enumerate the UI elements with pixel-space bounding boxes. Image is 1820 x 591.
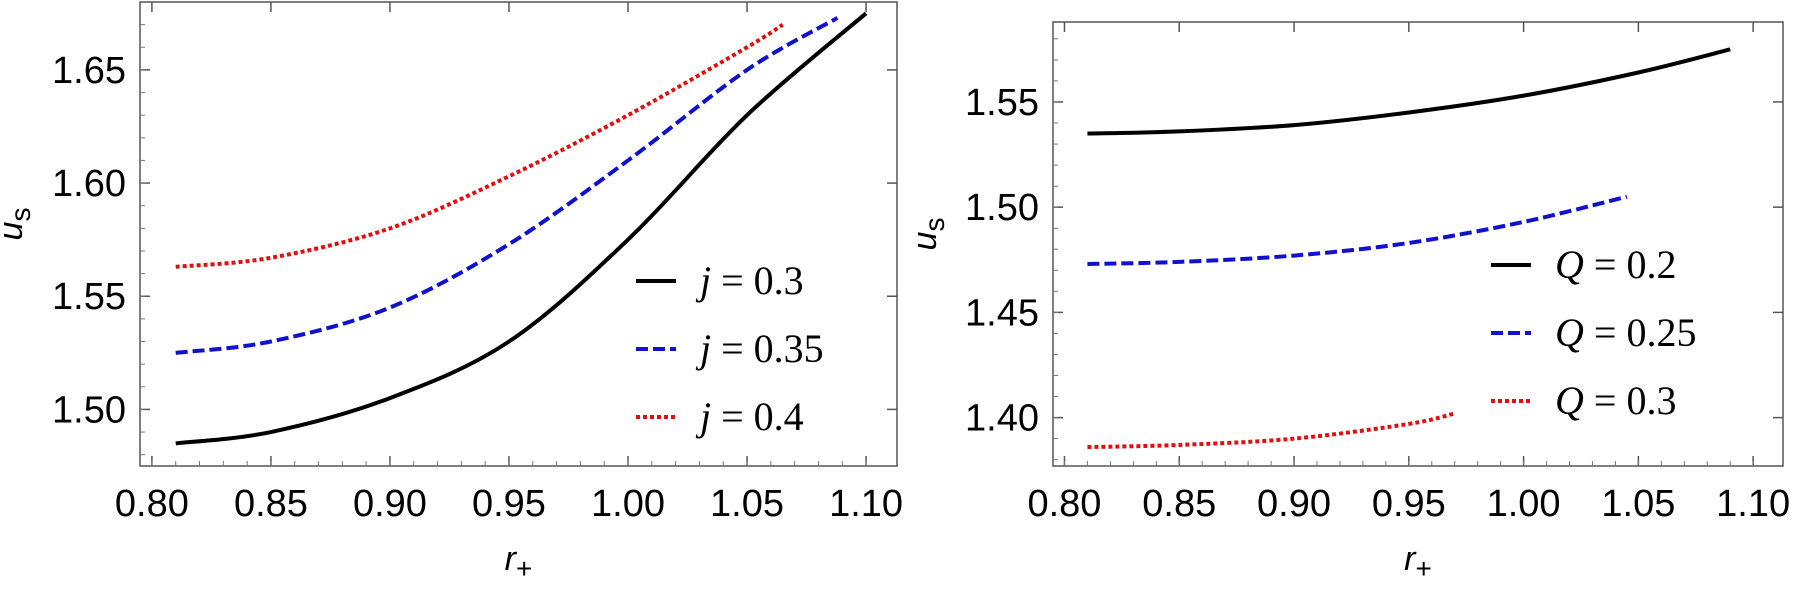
left-y-ticks: 1.50 1.55 1.60 1.65 (52, 24, 897, 456)
left-x-tick-label: 1.00 (591, 483, 665, 525)
left-x-tick-label: 1.10 (829, 483, 903, 525)
left-legend-var-1: j (695, 326, 711, 371)
right-y-tick-label: 1.45 (965, 292, 1039, 334)
right-x-tick-label: 0.90 (1257, 483, 1331, 525)
left-y-tick-label: 1.55 (52, 276, 126, 318)
right-x-tick-label: 0.95 (1372, 483, 1446, 525)
left-y-axis-label-sub: s (5, 208, 36, 222)
right-legend-var-2: Q (1555, 378, 1584, 423)
left-series-line-1 (175, 16, 839, 355)
left-legend-value-2: = 0.4 (711, 394, 804, 439)
right-chart: 0.80 0.85 0.90 0.95 1.00 1.05 1.10 1.40 1.45 1.5… (906, 21, 1790, 584)
left-y-axis-label: us (0, 208, 36, 241)
left-x-axis-label-main: r (505, 540, 518, 578)
right-x-tick-label: 1.10 (1716, 483, 1790, 525)
right-y-axis-label-sub: s (919, 218, 950, 232)
left-legend: j = 0.3j = 0.35j = 0.4 (636, 258, 824, 439)
left-x-ticks: 0.80 0.85 0.90 0.95 1.00 1.05 1.10 (115, 2, 903, 525)
right-series-group (1087, 47, 1731, 450)
right-x-axis-label-sub: + (1415, 553, 1431, 584)
right-x-tick-label: 1.05 (1601, 483, 1675, 525)
left-x-axis-label: r+ (505, 540, 533, 584)
right-x-tick-label: 1.00 (1487, 483, 1561, 525)
right-series-line-1 (1087, 194, 1628, 266)
right-x-axis-label: r+ (1404, 540, 1432, 584)
left-x-tick-label: 1.05 (710, 483, 784, 525)
left-series-line-0 (175, 11, 868, 446)
left-series-line-2 (175, 22, 784, 269)
right-x-tick-label: 0.85 (1142, 483, 1216, 525)
right-plot-frame (1052, 21, 1784, 467)
right-y-ticks: 1.40 1.45 1.50 1.55 (965, 38, 1783, 461)
left-legend-var-2: j (695, 394, 711, 439)
left-legend-label-2: j = 0.4 (695, 394, 804, 439)
left-x-tick-label: 0.85 (234, 483, 308, 525)
left-legend-value-0: = 0.3 (711, 258, 804, 303)
left-legend-value-1: = 0.35 (711, 326, 824, 371)
right-series-line-0 (1087, 47, 1731, 136)
left-y-tick-label: 1.65 (52, 50, 126, 92)
right-legend-value-0: = 0.2 (1584, 242, 1677, 287)
left-legend-label-0: j = 0.3 (695, 258, 804, 303)
left-x-tick-label: 0.90 (353, 483, 427, 525)
right-y-axis-label: us (906, 218, 950, 251)
right-legend-label-1: Q = 0.25 (1555, 310, 1696, 355)
left-legend-var-0: j (695, 258, 711, 303)
left-y-tick-label: 1.60 (52, 163, 126, 205)
right-legend-label-2: Q = 0.3 (1555, 378, 1676, 423)
right-legend-label-0: Q = 0.2 (1555, 242, 1676, 287)
left-chart: 0.80 0.85 0.90 0.95 1.00 1.05 1.10 1.50 1.55 1.6… (0, 1, 903, 584)
left-series-group (175, 11, 868, 446)
left-plot-frame (139, 1, 898, 467)
left-x-tick-label: 0.80 (115, 483, 189, 525)
right-legend-value-1: = 0.25 (1584, 310, 1697, 355)
right-y-tick-label: 1.55 (965, 82, 1039, 124)
right-x-tick-label: 0.80 (1027, 483, 1101, 525)
right-legend-value-2: = 0.3 (1584, 378, 1677, 423)
left-x-axis-label-sub: + (516, 553, 532, 584)
right-y-tick-label: 1.50 (965, 187, 1039, 229)
right-legend-var-1: Q (1555, 310, 1584, 355)
left-y-tick-label: 1.50 (52, 389, 126, 431)
right-legend-var-0: Q (1555, 242, 1584, 287)
right-x-ticks: 0.80 0.85 0.90 0.95 1.00 1.05 1.10 (1027, 22, 1790, 525)
left-x-tick-label: 0.95 (472, 483, 546, 525)
right-series-line-2 (1087, 411, 1456, 450)
left-y-axis-label-main: u (0, 221, 30, 240)
left-legend-label-1: j = 0.35 (695, 326, 824, 371)
right-y-axis-label-main: u (906, 231, 944, 250)
right-legend: Q = 0.2Q = 0.25Q = 0.3 (1491, 242, 1696, 423)
right-x-axis-label-main: r (1404, 540, 1417, 578)
right-y-tick-label: 1.40 (965, 398, 1039, 440)
